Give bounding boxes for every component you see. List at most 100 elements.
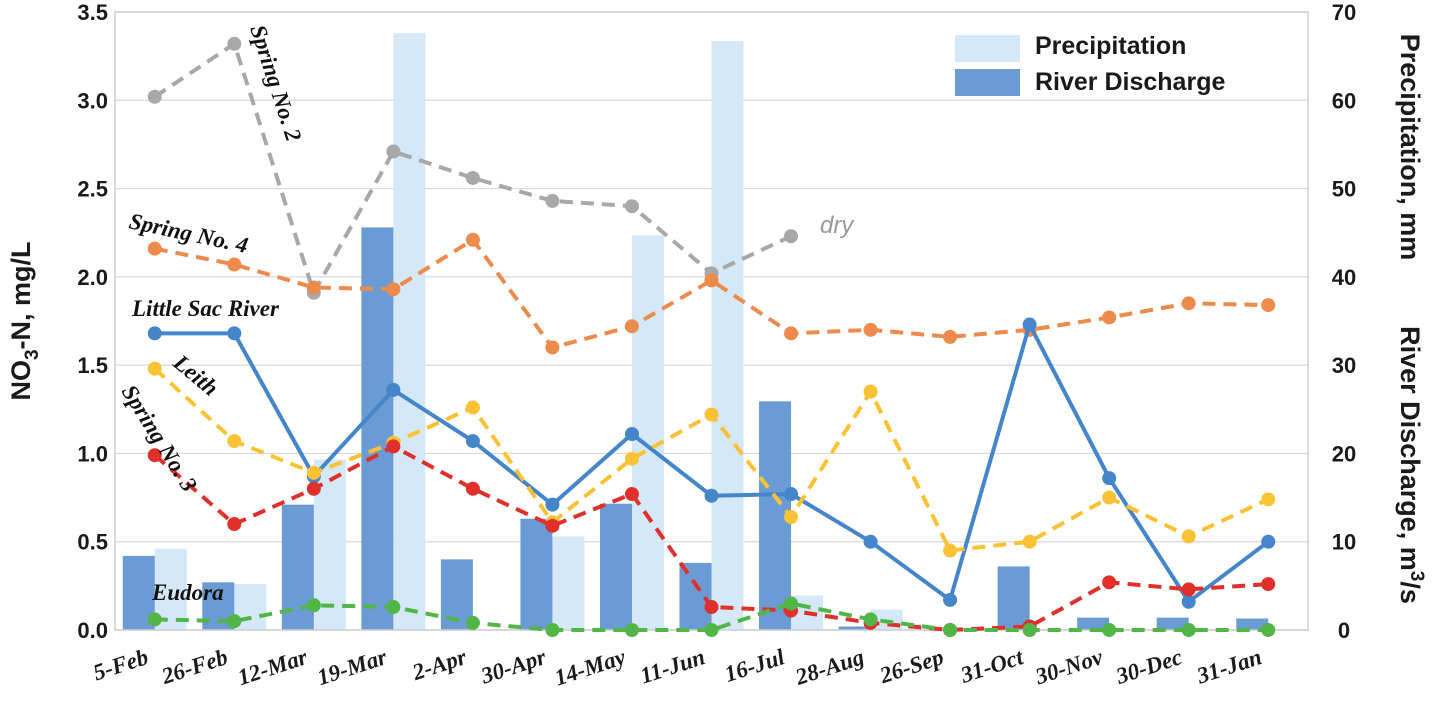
legend: Precipitation River Discharge <box>955 32 1225 96</box>
left-tick-label: 0.5 <box>77 530 108 555</box>
point-little-sac-river <box>1102 471 1117 486</box>
point-eudora <box>306 598 321 613</box>
left-tick-label: 1.0 <box>77 441 108 466</box>
point-leith <box>784 509 799 524</box>
point-spring-no-3 <box>386 439 401 454</box>
left-tick-label: 2.0 <box>77 265 108 290</box>
line-spring-no-2 <box>153 41 792 295</box>
point-little-sac-river <box>943 592 958 607</box>
bar-precipitation <box>711 41 744 631</box>
point-leith <box>465 400 480 415</box>
bar-river-discharge <box>361 227 394 630</box>
point-little-sac-river <box>784 487 799 502</box>
right-tick-label: 20 <box>1332 441 1356 466</box>
point-spring-no-2 <box>624 199 639 214</box>
point-spring-no-4 <box>943 329 958 344</box>
bar-precipitation <box>393 33 426 630</box>
x-tick-label: 30-Dec <box>1112 644 1185 689</box>
point-spring-no-4 <box>863 322 878 337</box>
left-tick-label: 1.5 <box>77 353 108 378</box>
annotation-dry: dry <box>820 212 855 239</box>
point-little-sac-river <box>545 497 560 512</box>
point-eudora <box>1181 623 1196 637</box>
bar-river-discharge <box>997 566 1030 630</box>
point-spring-no-2 <box>545 193 560 208</box>
series-leith <box>147 361 1276 558</box>
point-spring-no-2 <box>147 89 162 104</box>
line-group <box>147 36 1276 637</box>
point-spring-no-2 <box>227 36 242 51</box>
point-eudora <box>1102 623 1117 637</box>
right-tick-label: 0 <box>1338 618 1350 643</box>
point-spring-no-2 <box>784 229 799 244</box>
point-eudora <box>147 612 162 627</box>
label-spring-no-4: Spring No. 4 <box>127 208 250 258</box>
line-spring-no-4 <box>154 237 1269 350</box>
series-little-sac-river <box>147 317 1276 609</box>
point-spring-no-4 <box>1181 296 1196 311</box>
left-axis-ticks: 0.0 0.5 1.0 1.5 2.0 2.5 3.0 3.5 <box>77 0 108 643</box>
point-leith <box>863 384 878 399</box>
point-eudora <box>1022 623 1037 637</box>
left-tick-label: 3.5 <box>77 0 108 25</box>
point-eudora <box>465 615 480 630</box>
point-spring-no-3 <box>306 481 321 496</box>
bar-river-discharge <box>1077 617 1110 630</box>
point-spring-no-4 <box>465 232 480 247</box>
x-tick-label: 2-Apr <box>408 644 470 685</box>
label-little-sac-river: Little Sac River <box>131 296 280 321</box>
point-spring-no-3 <box>1102 575 1117 590</box>
point-leith <box>227 434 242 449</box>
bar-river-discharge <box>520 518 553 630</box>
point-spring-no-4 <box>784 326 799 341</box>
point-leith <box>704 407 719 422</box>
point-eudora <box>1261 623 1276 637</box>
right-axis-ticks: 0 10 20 30 40 50 60 70 <box>1332 0 1356 643</box>
point-little-sac-river <box>1261 534 1276 549</box>
right-tick-label: 60 <box>1332 88 1356 113</box>
point-spring-no-3 <box>704 600 719 615</box>
bar-river-discharge <box>679 562 712 630</box>
point-spring-no-4 <box>704 273 719 288</box>
bar-river-discharge <box>599 503 632 630</box>
point-leith <box>1022 534 1037 549</box>
right-axis-title-discharge: River Discharge, m3/s <box>1395 326 1427 604</box>
point-eudora <box>227 614 242 629</box>
bar-river-discharge <box>1156 617 1189 630</box>
x-tick-label: 16-Jul <box>721 644 788 687</box>
series-spring-no-2 <box>147 36 799 300</box>
point-little-sac-river <box>386 382 401 397</box>
point-spring-no-4 <box>227 257 242 272</box>
left-tick-label: 0.0 <box>77 618 108 643</box>
point-spring-no-3 <box>147 448 162 463</box>
point-leith <box>1261 492 1276 507</box>
point-eudora <box>545 623 560 637</box>
bar-precipitation <box>552 536 585 630</box>
point-spring-no-4 <box>545 340 560 355</box>
point-eudora <box>624 623 639 637</box>
point-spring-no-3 <box>227 517 242 532</box>
point-leith <box>943 543 958 558</box>
series-eudora <box>147 596 1276 637</box>
point-spring-no-4 <box>624 319 639 334</box>
point-little-sac-river <box>1022 317 1037 332</box>
point-spring-no-3 <box>545 518 560 533</box>
point-spring-no-4 <box>147 241 162 256</box>
x-tick-label: 11-Jun <box>637 644 708 688</box>
point-spring-no-3 <box>1181 582 1196 597</box>
x-tick-label: 26-Feb <box>158 644 231 689</box>
point-leith <box>624 451 639 466</box>
point-spring-no-3 <box>1261 577 1276 592</box>
label-eudora: Eudora <box>151 580 224 605</box>
x-tick-label: 30-Apr <box>477 644 550 689</box>
point-eudora <box>704 623 719 637</box>
right-tick-label: 70 <box>1332 0 1356 25</box>
point-little-sac-river <box>465 434 480 449</box>
point-leith <box>147 361 162 376</box>
point-little-sac-river <box>863 534 878 549</box>
point-leith <box>306 465 321 480</box>
x-tick-label: 12-Mar <box>235 644 312 690</box>
x-tick-label: 30-Nov <box>1031 644 1106 690</box>
right-tick-label: 10 <box>1332 530 1356 555</box>
legend-label-river-discharge: River Discharge <box>1035 68 1225 96</box>
